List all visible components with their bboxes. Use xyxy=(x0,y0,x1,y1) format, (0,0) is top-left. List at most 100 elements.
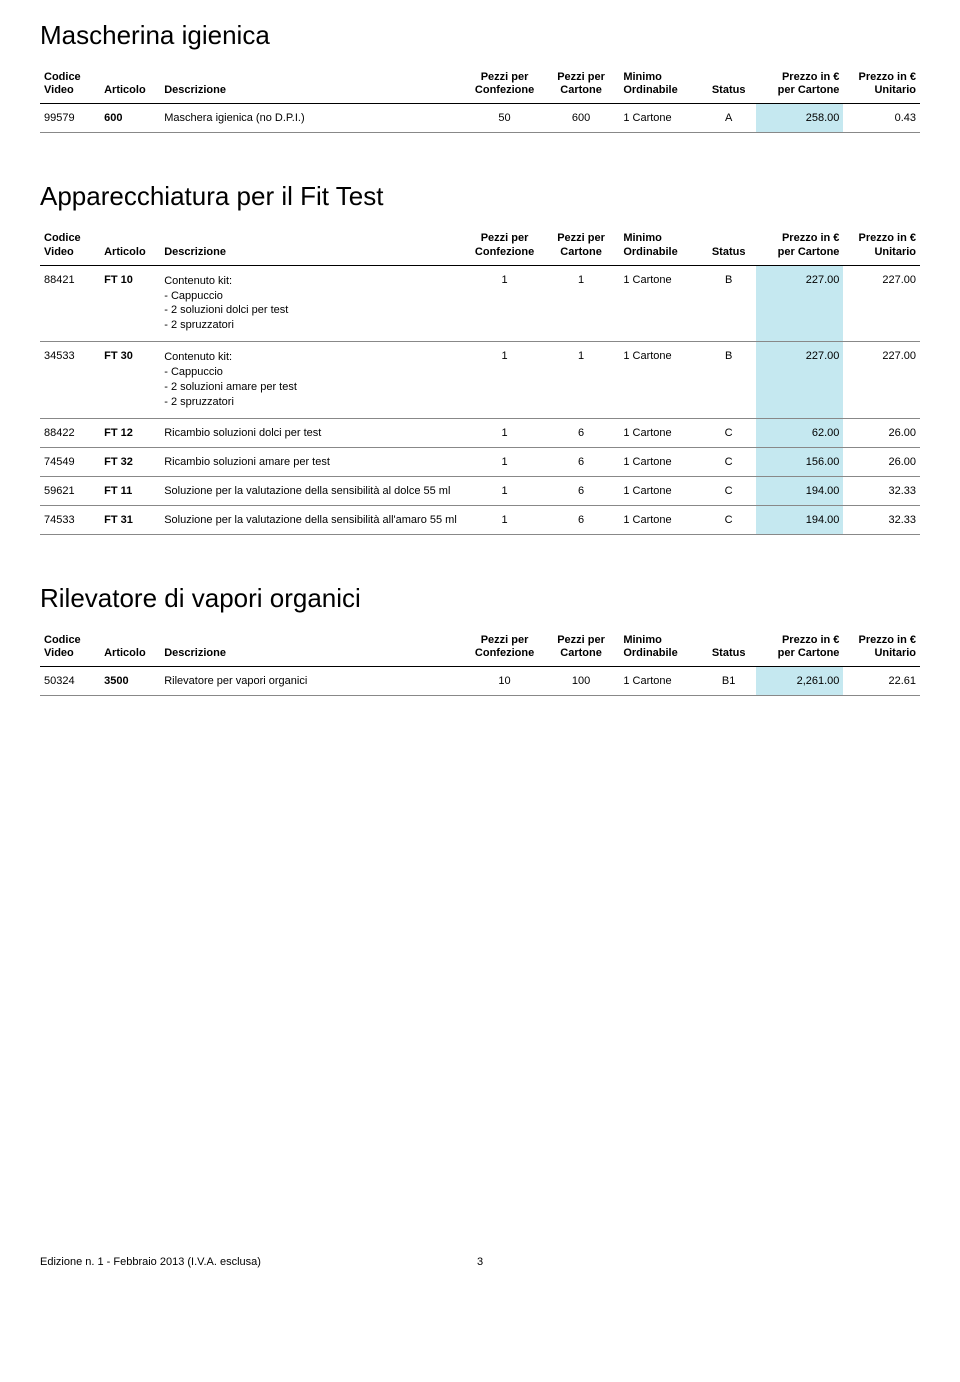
table-row: 503243500Rilevatore per vapori organici1… xyxy=(40,666,920,695)
section-title: Rilevatore di vapori organici xyxy=(40,583,920,614)
cell-articolo: FT 11 xyxy=(100,476,160,505)
cell-cartone: 600 xyxy=(543,104,620,133)
section: Rilevatore di vapori organici CodiceVideo… xyxy=(40,583,920,696)
cell-articolo: FT 32 xyxy=(100,447,160,476)
cell-status: B xyxy=(701,265,756,341)
table-row: 74533FT 31Soluzione per la valutazione d… xyxy=(40,505,920,534)
cell-confezione: 50 xyxy=(466,104,543,133)
cell-articolo: FT 31 xyxy=(100,505,160,534)
header-codice: CodiceVideo xyxy=(40,65,100,104)
cell-cartone: 6 xyxy=(543,505,620,534)
header-cartone: Pezzi perCartone xyxy=(543,628,620,667)
cell-unitario: 32.33 xyxy=(843,505,920,534)
cell-confezione: 1 xyxy=(466,418,543,447)
header-articolo: Articolo xyxy=(100,65,160,104)
table-row: 88421FT 10Contenuto kit:- Cappuccio- 2 s… xyxy=(40,265,920,341)
cell-unitario: 227.00 xyxy=(843,342,920,418)
cell-unitario: 0.43 xyxy=(843,104,920,133)
header-descrizione: Descrizione xyxy=(160,628,466,667)
cell-status: A xyxy=(701,104,756,133)
section: Apparecchiatura per il Fit Test CodiceVid… xyxy=(40,181,920,534)
cell-descrizione: Ricambio soluzioni dolci per test xyxy=(160,418,466,447)
table-row: 88422FT 12Ricambio soluzioni dolci per t… xyxy=(40,418,920,447)
header-status: Status xyxy=(701,226,756,265)
section-title: Mascherina igienica xyxy=(40,20,920,51)
section: Mascherina igienica CodiceVideoArticoloDe… xyxy=(40,20,920,133)
table-row: 74549FT 32Ricambio soluzioni amare per t… xyxy=(40,447,920,476)
section-title: Apparecchiatura per il Fit Test xyxy=(40,181,920,212)
cell-descrizione: Soluzione per la valutazione della sensi… xyxy=(160,505,466,534)
cell-confezione: 1 xyxy=(466,505,543,534)
cell-unitario: 26.00 xyxy=(843,447,920,476)
header-cartone: Pezzi perCartone xyxy=(543,65,620,104)
cell-cartone: 6 xyxy=(543,447,620,476)
cell-ordinabile: 1 Cartone xyxy=(619,666,701,695)
cell-descrizione: Rilevatore per vapori organici xyxy=(160,666,466,695)
cell-ordinabile: 1 Cartone xyxy=(619,476,701,505)
cell-ordinabile: 1 Cartone xyxy=(619,505,701,534)
header-status: Status xyxy=(701,628,756,667)
cell-cartone: 1 xyxy=(543,342,620,418)
price-table: CodiceVideoArticoloDescrizionePezzi perC… xyxy=(40,65,920,133)
cell-ordinabile: 1 Cartone xyxy=(619,342,701,418)
cell-confezione: 1 xyxy=(466,342,543,418)
cell-codice: 59621 xyxy=(40,476,100,505)
cell-status: B xyxy=(701,342,756,418)
cell-descrizione: Contenuto kit:- Cappuccio- 2 soluzioni a… xyxy=(160,342,466,418)
cell-ordinabile: 1 Cartone xyxy=(619,104,701,133)
cell-ordinabile: 1 Cartone xyxy=(619,447,701,476)
header-codice: CodiceVideo xyxy=(40,628,100,667)
cell-codice: 99579 xyxy=(40,104,100,133)
header-descrizione: Descrizione xyxy=(160,65,466,104)
cell-prezzo_cartone: 194.00 xyxy=(756,476,843,505)
cell-prezzo_cartone: 156.00 xyxy=(756,447,843,476)
cell-articolo: 3500 xyxy=(100,666,160,695)
cell-status: B1 xyxy=(701,666,756,695)
table-row: 99579600Maschera igienica (no D.P.I.)506… xyxy=(40,104,920,133)
cell-descrizione: Soluzione per la valutazione della sensi… xyxy=(160,476,466,505)
cell-codice: 34533 xyxy=(40,342,100,418)
cell-confezione: 1 xyxy=(466,476,543,505)
header-ordinabile: MinimoOrdinabile xyxy=(619,628,701,667)
header-unitario: Prezzo in €Unitario xyxy=(843,226,920,265)
cell-articolo: FT 12 xyxy=(100,418,160,447)
header-unitario: Prezzo in €Unitario xyxy=(843,65,920,104)
cell-ordinabile: 1 Cartone xyxy=(619,418,701,447)
cell-articolo: FT 10 xyxy=(100,265,160,341)
cell-ordinabile: 1 Cartone xyxy=(619,265,701,341)
header-confezione: Pezzi perConfezione xyxy=(466,226,543,265)
cell-cartone: 1 xyxy=(543,265,620,341)
cell-prezzo_cartone: 227.00 xyxy=(756,265,843,341)
cell-confezione: 1 xyxy=(466,447,543,476)
cell-descrizione: Contenuto kit:- Cappuccio- 2 soluzioni d… xyxy=(160,265,466,341)
header-confezione: Pezzi perConfezione xyxy=(466,65,543,104)
cell-cartone: 6 xyxy=(543,418,620,447)
header-unitario: Prezzo in €Unitario xyxy=(843,628,920,667)
cell-articolo: FT 30 xyxy=(100,342,160,418)
footer-page-number: 3 xyxy=(477,1256,483,1268)
cell-unitario: 22.61 xyxy=(843,666,920,695)
cell-articolo: 600 xyxy=(100,104,160,133)
cell-codice: 88422 xyxy=(40,418,100,447)
cell-status: C xyxy=(701,505,756,534)
cell-prezzo_cartone: 227.00 xyxy=(756,342,843,418)
cell-codice: 74533 xyxy=(40,505,100,534)
cell-confezione: 10 xyxy=(466,666,543,695)
header-articolo: Articolo xyxy=(100,628,160,667)
cell-unitario: 26.00 xyxy=(843,418,920,447)
cell-codice: 88421 xyxy=(40,265,100,341)
cell-prezzo_cartone: 194.00 xyxy=(756,505,843,534)
cell-status: C xyxy=(701,418,756,447)
header-prezzo-cartone: Prezzo in €per Cartone xyxy=(756,628,843,667)
header-cartone: Pezzi perCartone xyxy=(543,226,620,265)
header-codice: CodiceVideo xyxy=(40,226,100,265)
header-articolo: Articolo xyxy=(100,226,160,265)
cell-codice: 74549 xyxy=(40,447,100,476)
header-confezione: Pezzi perConfezione xyxy=(466,628,543,667)
cell-unitario: 32.33 xyxy=(843,476,920,505)
cell-status: C xyxy=(701,476,756,505)
header-ordinabile: MinimoOrdinabile xyxy=(619,226,701,265)
price-table: CodiceVideoArticoloDescrizionePezzi perC… xyxy=(40,226,920,534)
cell-prezzo_cartone: 62.00 xyxy=(756,418,843,447)
cell-status: C xyxy=(701,447,756,476)
